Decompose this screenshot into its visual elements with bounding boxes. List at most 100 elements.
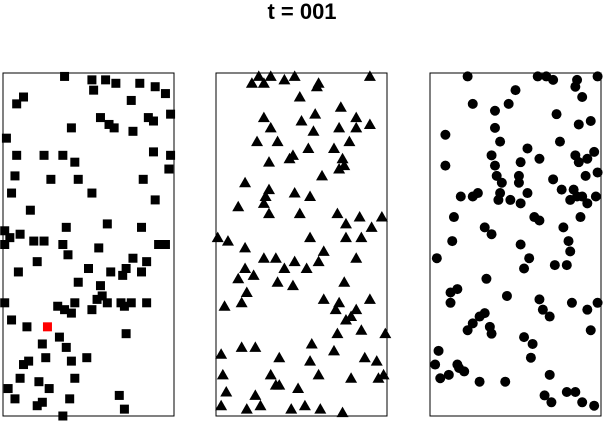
data-point [503, 98, 514, 109]
data-point [66, 356, 76, 366]
data-point [336, 406, 349, 418]
data-point [22, 322, 32, 332]
data-point [448, 212, 459, 223]
data-point [150, 82, 160, 92]
data-point [372, 372, 385, 383]
data-point [249, 389, 262, 400]
data-point [37, 339, 47, 349]
data-point [126, 95, 136, 105]
data-point [216, 368, 229, 380]
data-point [489, 160, 500, 171]
data-point [135, 78, 145, 88]
data-point [544, 311, 555, 322]
data-point [489, 105, 500, 116]
data-point [111, 78, 121, 88]
data-point [355, 231, 368, 243]
data-point [524, 253, 535, 264]
data-point [154, 240, 164, 249]
data-point [39, 236, 49, 246]
data-point [87, 305, 97, 315]
figure-title: t = 001 [267, 0, 336, 24]
data-point [254, 399, 267, 411]
data-point [44, 384, 54, 394]
data-point [365, 221, 378, 232]
data-point [92, 294, 102, 304]
data-point [370, 355, 383, 366]
data-point [534, 215, 545, 226]
data-point [519, 263, 530, 274]
data-point [41, 353, 51, 363]
data-point [343, 135, 356, 147]
data-point [12, 99, 22, 109]
data-point [106, 267, 116, 277]
data-point [292, 382, 305, 394]
data-point [137, 222, 147, 232]
data-point [317, 293, 330, 304]
data-point [126, 298, 136, 308]
data-point [240, 403, 253, 414]
data-point [293, 91, 306, 102]
data-point [221, 235, 234, 246]
data-point [363, 70, 376, 81]
data-point [15, 229, 25, 239]
panel-squares [0, 71, 176, 421]
data-point [239, 176, 252, 188]
data-point [486, 328, 497, 339]
data-point [353, 211, 366, 222]
data-point [327, 344, 340, 356]
data-point [333, 121, 346, 133]
data-point [358, 351, 371, 363]
data-point [58, 150, 68, 160]
data-point [273, 379, 286, 390]
data-point [5, 233, 15, 243]
data-point [513, 177, 524, 188]
data-point [121, 264, 131, 274]
data-point [7, 315, 17, 325]
data-point [19, 92, 29, 102]
data-point [496, 177, 507, 188]
data-point [350, 303, 363, 315]
data-point [379, 327, 392, 339]
data-point [561, 386, 572, 397]
data-point [467, 98, 478, 109]
data-point [350, 111, 363, 123]
data-point [447, 236, 458, 247]
data-point [575, 212, 586, 223]
data-point [37, 397, 47, 407]
data-point [39, 150, 49, 160]
data-point [452, 284, 463, 295]
data-point [29, 236, 39, 246]
data-point [53, 301, 63, 311]
data-point [1, 133, 11, 143]
data-point [527, 338, 538, 349]
data-point [218, 300, 231, 311]
data-point [128, 253, 138, 263]
data-point [537, 304, 548, 315]
data-point [232, 200, 245, 212]
data-point [585, 116, 596, 127]
data-point [298, 399, 311, 411]
data-point [143, 113, 153, 123]
data-point [300, 262, 313, 274]
data-point [495, 136, 506, 147]
data-point [443, 369, 454, 380]
data-point [573, 157, 584, 168]
data-point [310, 80, 323, 92]
data-point [345, 372, 358, 383]
data-point [119, 301, 129, 311]
data-point [257, 252, 270, 263]
data-point [0, 226, 10, 236]
data-point [525, 352, 536, 363]
data-point [551, 109, 562, 120]
data-point [582, 198, 593, 209]
data-point [455, 191, 466, 202]
data-point [119, 404, 129, 414]
data-point [25, 205, 35, 215]
data-point [474, 376, 485, 387]
data-point [452, 359, 463, 370]
data-point [60, 71, 70, 81]
data-point [73, 174, 83, 184]
data-point [522, 188, 533, 199]
data-point [440, 129, 451, 140]
data-point [3, 384, 13, 394]
